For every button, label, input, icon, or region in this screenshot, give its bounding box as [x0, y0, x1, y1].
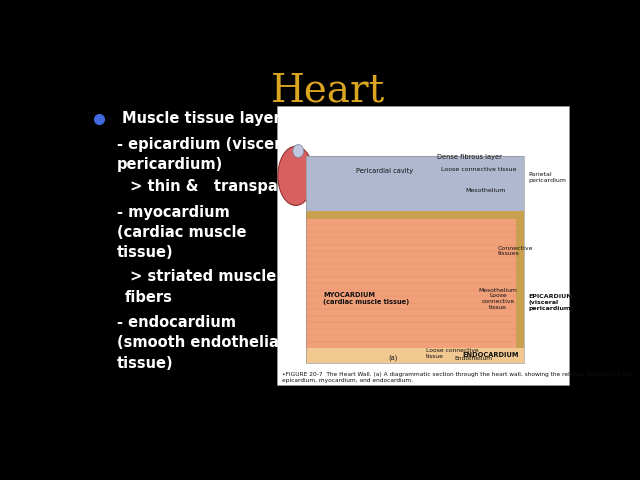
Ellipse shape [278, 146, 314, 205]
Text: > striated muscle: > striated muscle [125, 269, 276, 284]
Text: pericardium): pericardium) [117, 157, 223, 172]
Text: tissue): tissue) [117, 356, 174, 371]
Text: (a): (a) [388, 355, 398, 361]
Text: Connective
tissues: Connective tissues [498, 246, 533, 256]
Text: Loose connective tissue: Loose connective tissue [441, 167, 516, 172]
Text: Mesothelium
Loose
connective
tissue: Mesothelium Loose connective tissue [478, 288, 517, 310]
Text: tissue): tissue) [117, 245, 174, 260]
Text: ENDOCARDIUM: ENDOCARDIUM [463, 352, 519, 358]
Text: Loose connective
tissue: Loose connective tissue [426, 348, 478, 359]
FancyBboxPatch shape [516, 211, 524, 348]
FancyBboxPatch shape [306, 156, 524, 211]
Text: EPICARDIUM
(visceral
pericardium): EPICARDIUM (visceral pericardium) [528, 294, 573, 311]
Text: Parietal
pericardium: Parietal pericardium [528, 172, 566, 183]
Text: (cardiac muscle: (cardiac muscle [117, 225, 246, 240]
Text: - epicardium (visceral: - epicardium (visceral [117, 137, 296, 152]
Text: Mesothelium: Mesothelium [465, 188, 506, 192]
Text: (smooth endothelial: (smooth endothelial [117, 336, 284, 350]
Text: - endocardium: - endocardium [117, 315, 236, 330]
Text: MYOCARDIUM
(cardiac muscle tissue): MYOCARDIUM (cardiac muscle tissue) [323, 292, 410, 305]
FancyBboxPatch shape [277, 106, 569, 384]
Text: Endothelium: Endothelium [454, 356, 492, 360]
Text: - myocardium: - myocardium [117, 204, 230, 219]
Ellipse shape [292, 144, 304, 157]
Text: Dense fibrous layer: Dense fibrous layer [436, 154, 502, 160]
Text: Pericardial cavity: Pericardial cavity [356, 168, 413, 174]
Text: •FIGURE 20-7  The Heart Wall. (a) A diagrammatic section through the heart wall,: •FIGURE 20-7 The Heart Wall. (a) A diagr… [282, 372, 632, 383]
Text: > thin &   transparent: > thin & transparent [125, 180, 312, 194]
FancyBboxPatch shape [306, 211, 524, 219]
Text: Heart: Heart [271, 72, 385, 109]
FancyBboxPatch shape [306, 211, 524, 348]
Text: fibers: fibers [125, 289, 173, 305]
FancyBboxPatch shape [306, 348, 524, 362]
Text: Muscle tissue layers: Muscle tissue layers [122, 111, 290, 126]
